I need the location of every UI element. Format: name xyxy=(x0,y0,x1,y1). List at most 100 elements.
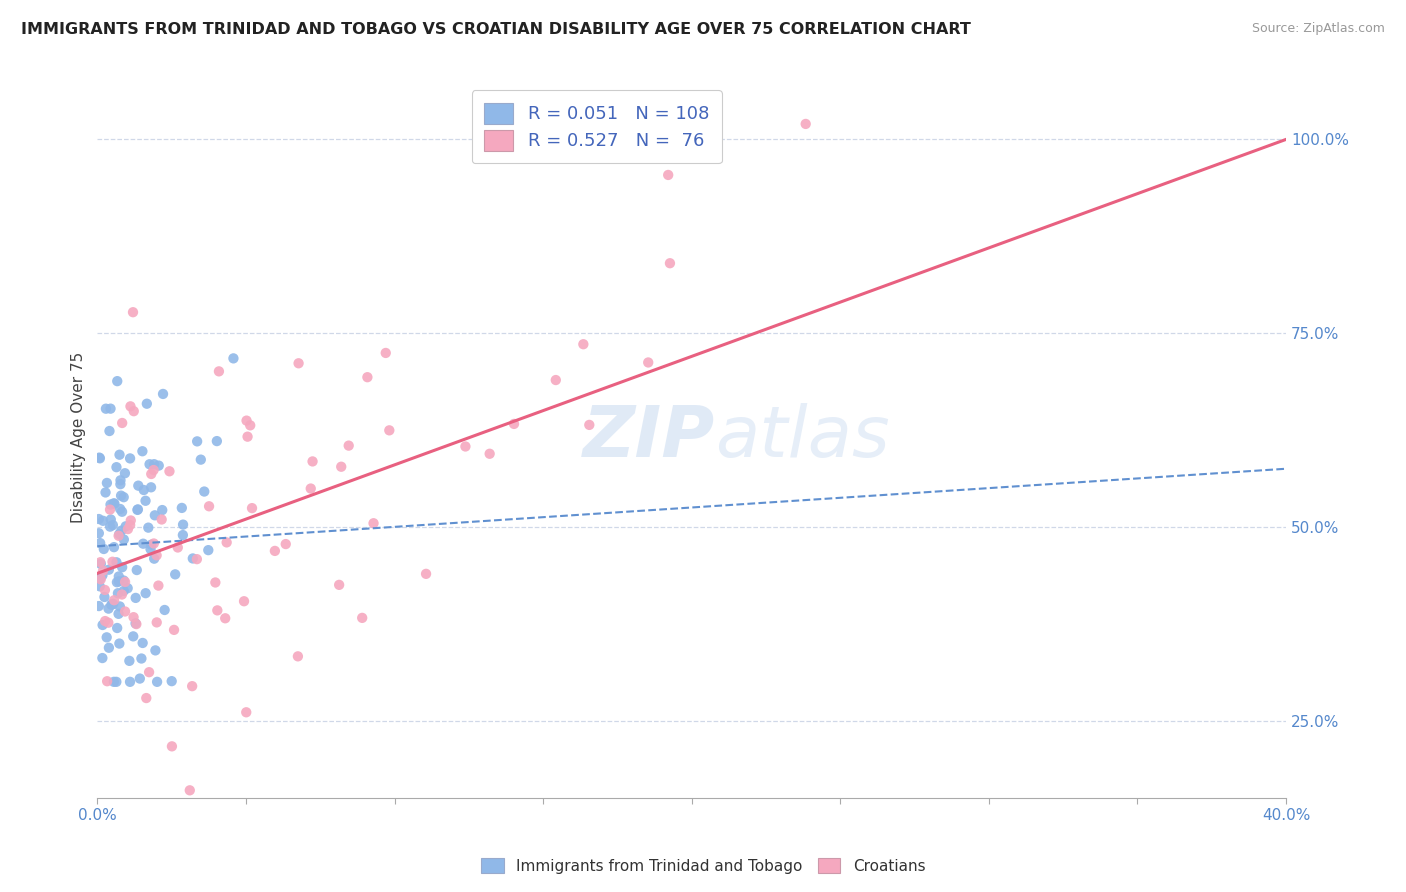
Point xyxy=(141,538,163,552)
Point xyxy=(117,522,139,536)
Point xyxy=(794,117,817,131)
Point xyxy=(236,430,259,444)
Point xyxy=(179,783,201,797)
Point xyxy=(328,578,350,592)
Point xyxy=(112,490,135,504)
Point xyxy=(454,440,477,454)
Point xyxy=(108,599,131,614)
Point xyxy=(117,581,139,595)
Point xyxy=(125,617,148,632)
Point xyxy=(301,454,323,468)
Point xyxy=(105,674,128,689)
Text: atlas: atlas xyxy=(716,403,890,472)
Point xyxy=(105,555,128,569)
Point xyxy=(87,599,110,613)
Point xyxy=(127,503,149,517)
Point xyxy=(135,586,157,600)
Point xyxy=(108,502,131,516)
Point xyxy=(235,706,257,720)
Point xyxy=(127,502,149,516)
Point xyxy=(287,649,309,664)
Point xyxy=(122,629,145,643)
Legend: R = 0.051   N = 108, R = 0.527   N =  76: R = 0.051 N = 108, R = 0.527 N = 76 xyxy=(471,90,721,163)
Point xyxy=(135,691,157,706)
Point xyxy=(103,674,125,689)
Point xyxy=(105,575,128,590)
Point xyxy=(110,489,132,503)
Point xyxy=(89,555,111,569)
Point xyxy=(105,621,128,635)
Point xyxy=(98,519,121,533)
Point xyxy=(131,444,153,458)
Point xyxy=(141,467,163,481)
Point xyxy=(544,373,567,387)
Point xyxy=(503,417,526,431)
Point xyxy=(152,387,174,401)
Point xyxy=(101,597,124,611)
Point xyxy=(572,337,595,351)
Point xyxy=(125,591,148,605)
Point xyxy=(578,417,600,432)
Point xyxy=(122,404,145,418)
Point xyxy=(96,674,118,689)
Point xyxy=(90,573,112,587)
Point xyxy=(135,493,157,508)
Point xyxy=(139,542,162,557)
Point xyxy=(139,480,162,494)
Point xyxy=(94,582,117,597)
Point xyxy=(131,636,153,650)
Point xyxy=(138,665,160,680)
Point xyxy=(215,535,238,549)
Point xyxy=(94,485,117,500)
Point xyxy=(657,168,679,182)
Point xyxy=(89,451,111,466)
Point xyxy=(143,551,166,566)
Point xyxy=(114,519,136,533)
Point xyxy=(637,355,659,369)
Point xyxy=(160,674,183,689)
Point xyxy=(181,679,204,693)
Point xyxy=(112,574,135,588)
Point xyxy=(100,598,122,612)
Point xyxy=(114,605,136,619)
Point xyxy=(93,541,115,556)
Point xyxy=(98,424,121,438)
Point xyxy=(91,568,114,582)
Point xyxy=(97,601,120,615)
Point xyxy=(91,564,114,578)
Point xyxy=(214,611,236,625)
Point xyxy=(96,630,118,644)
Point xyxy=(233,594,256,608)
Point xyxy=(100,498,122,512)
Point xyxy=(97,563,120,577)
Y-axis label: Disability Age Over 75: Disability Age Over 75 xyxy=(72,352,86,524)
Point xyxy=(337,439,360,453)
Point xyxy=(143,457,166,471)
Point xyxy=(146,674,169,689)
Point xyxy=(125,563,148,577)
Point xyxy=(374,346,396,360)
Text: IMMIGRANTS FROM TRINIDAD AND TOBAGO VS CROATIAN DISABILITY AGE OVER 75 CORRELATI: IMMIGRANTS FROM TRINIDAD AND TOBAGO VS C… xyxy=(21,22,972,37)
Point xyxy=(122,610,145,624)
Point xyxy=(264,544,287,558)
Point xyxy=(108,636,131,650)
Point xyxy=(97,615,120,630)
Point xyxy=(240,501,263,516)
Point xyxy=(159,464,181,478)
Point xyxy=(97,640,120,655)
Point xyxy=(118,674,141,689)
Point xyxy=(118,654,141,668)
Point xyxy=(87,526,110,541)
Point xyxy=(415,566,437,581)
Point xyxy=(107,586,129,600)
Point xyxy=(132,483,155,497)
Point xyxy=(108,448,131,462)
Point xyxy=(198,500,221,514)
Point xyxy=(166,541,188,555)
Point xyxy=(100,512,122,526)
Point xyxy=(186,434,208,449)
Point xyxy=(239,418,262,433)
Point xyxy=(91,514,114,528)
Point xyxy=(107,529,129,543)
Point xyxy=(132,537,155,551)
